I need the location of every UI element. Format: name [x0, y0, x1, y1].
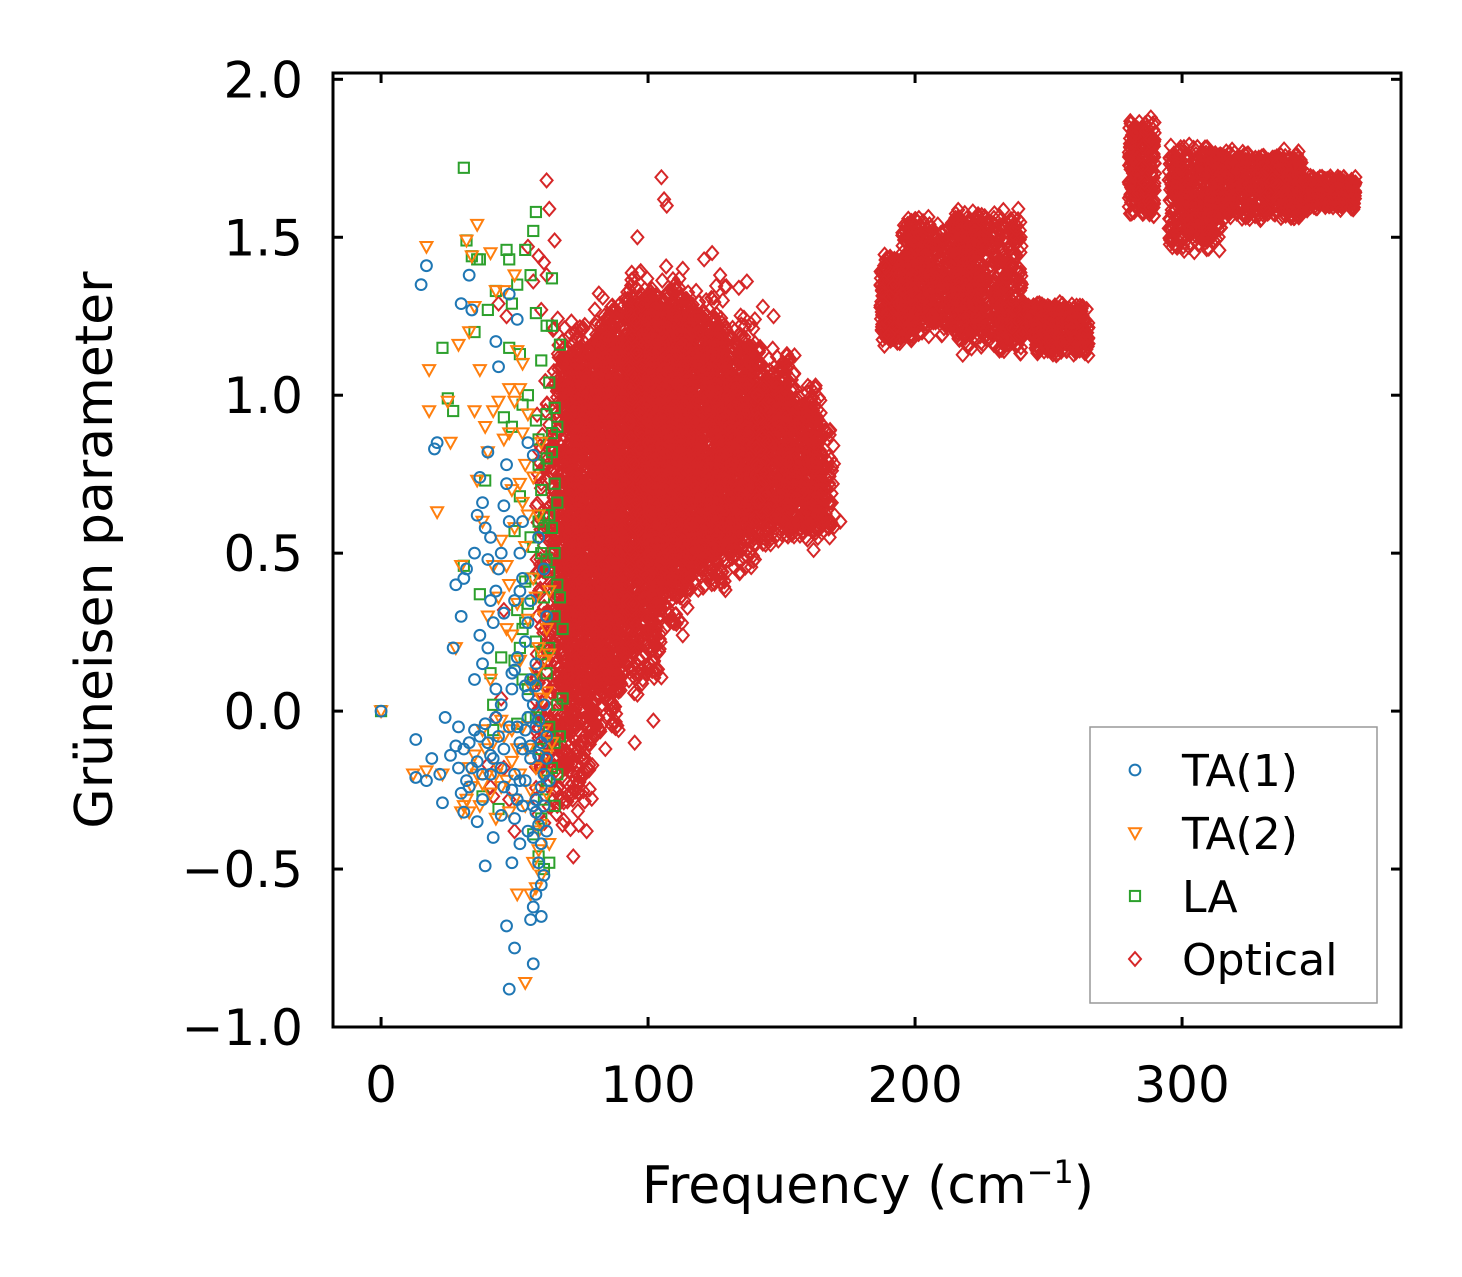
data-point-optical	[595, 289, 611, 307]
data-point-optical	[567, 629, 583, 647]
data-point-optical	[546, 375, 562, 393]
data-point-optical	[569, 747, 584, 765]
data-point-optical	[564, 749, 580, 766]
data-point-optical	[550, 779, 566, 797]
data-point-optical	[560, 755, 576, 773]
data-point-optical	[564, 786, 579, 804]
data-point-optical	[555, 340, 571, 358]
data-point-optical	[560, 565, 575, 583]
data-point-optical	[562, 708, 578, 726]
data-point-optical	[592, 721, 608, 738]
data-point-optical	[559, 734, 574, 751]
data-point-optical	[536, 598, 552, 616]
data-point-optical	[658, 258, 674, 275]
data-point-optical	[576, 744, 592, 762]
data-point-optical	[564, 446, 580, 464]
data-point-optical	[591, 285, 607, 302]
data-point-optical	[573, 713, 589, 731]
data-point-optical	[551, 489, 566, 507]
data-point-optical	[553, 665, 569, 683]
data-point-optical	[604, 716, 620, 734]
data-point-optical	[577, 473, 592, 491]
data-point-optical	[566, 481, 582, 499]
data-point-optical	[575, 782, 591, 800]
data-point-optical	[604, 693, 620, 711]
data-point-optical	[585, 730, 601, 748]
data-point-optical	[584, 790, 600, 808]
data-point-optical	[531, 563, 547, 581]
data-point-optical	[550, 345, 566, 363]
data-point-optical	[548, 761, 564, 779]
data-point-optical	[547, 461, 563, 479]
data-point-optical	[531, 729, 546, 747]
data-point-optical	[544, 678, 560, 696]
data-point-optical	[581, 761, 597, 779]
data-point-optical	[570, 784, 586, 802]
data-point-optical	[566, 731, 582, 749]
data-point-optical	[577, 793, 593, 810]
plot-area	[373, 109, 1363, 996]
data-point-optical	[560, 775, 576, 793]
data-point-optical	[548, 528, 563, 546]
data-point-optical	[547, 601, 563, 618]
data-point-optical	[571, 417, 587, 434]
data-point-optical	[551, 550, 567, 568]
data-point-optical	[555, 745, 571, 763]
data-point-optical	[565, 335, 580, 353]
